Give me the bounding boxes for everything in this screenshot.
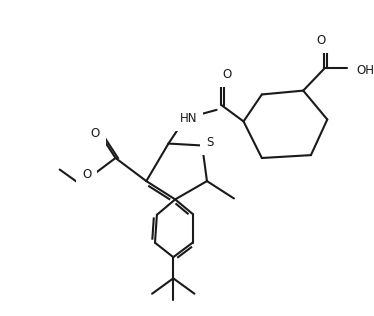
Text: O: O <box>91 127 100 140</box>
Text: O: O <box>82 168 91 181</box>
Text: HN: HN <box>180 112 197 125</box>
Text: S: S <box>206 136 214 149</box>
Text: OH: OH <box>356 64 374 77</box>
Text: O: O <box>223 68 232 81</box>
Text: O: O <box>316 34 325 47</box>
